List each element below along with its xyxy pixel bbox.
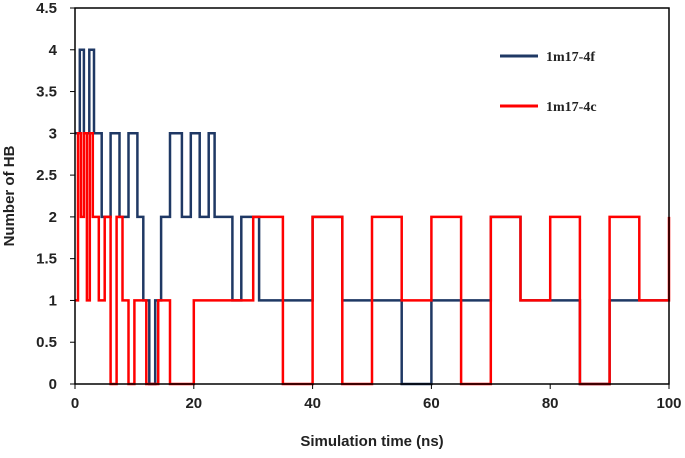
- y-tick-label: 2: [49, 209, 57, 226]
- legend-label-1m17-4c: 1m17-4c: [546, 100, 597, 115]
- y-tick-label: 3.5: [36, 84, 57, 101]
- y-tick-label: 4.5: [36, 0, 57, 17]
- y-tick-label: 0.5: [36, 334, 57, 351]
- x-axis-ticks: 0 20 40 60 80 100: [71, 384, 682, 412]
- y-axis-ticks: 0 0.5 1 1.5 2 2.5 3 3.5 4 4.5: [36, 0, 75, 393]
- x-tick-label: 60: [423, 395, 440, 412]
- legend: 1m17-4f 1m17-4c: [500, 50, 597, 115]
- y-tick-label: 4: [49, 42, 58, 59]
- plot-frame: [74, 7, 670, 385]
- x-axis-title: Simulation time (ns): [300, 433, 443, 450]
- series-line-1m17-4f: [75, 48, 669, 386]
- x-tick-label: 0: [71, 395, 79, 412]
- x-tick-label: 80: [542, 395, 559, 412]
- x-tick-label: 20: [185, 395, 202, 412]
- y-tick-label: 2.5: [36, 167, 57, 184]
- x-tick-label: 100: [656, 395, 681, 412]
- x-tick-label: 40: [304, 395, 321, 412]
- y-tick-label: 3: [49, 125, 57, 142]
- y-tick-label: 1.5: [36, 251, 57, 268]
- y-axis-title: Number of HB: [1, 145, 18, 246]
- legend-label-1m17-4f: 1m17-4f: [546, 50, 595, 65]
- y-tick-label: 0: [49, 376, 57, 393]
- y-tick-label: 1: [49, 292, 57, 309]
